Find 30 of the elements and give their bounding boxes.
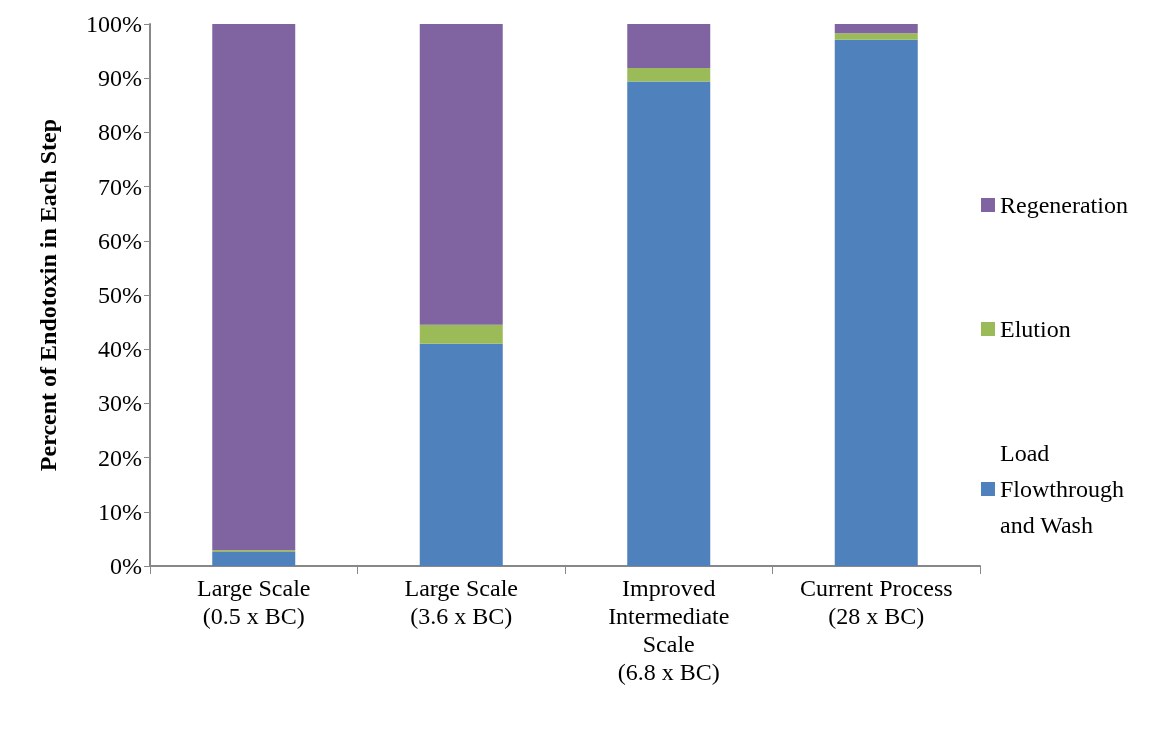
- bar: [212, 551, 296, 566]
- y-tick-label: 40%: [98, 336, 142, 363]
- bar: [627, 81, 711, 566]
- bar: [834, 24, 918, 34]
- legend-label: Regeneration: [1000, 192, 1128, 218]
- y-tick-label: 50%: [98, 282, 142, 308]
- y-tick-label: 10%: [98, 498, 142, 525]
- x-tick-label: Large Scale (0.5 x BC): [197, 575, 311, 629]
- legend-label: Elution: [1000, 316, 1071, 342]
- bar: [212, 24, 296, 551]
- y-axis-title: Percent of Endotoxin in Each Step: [35, 118, 61, 472]
- y-tick-label: 70%: [98, 173, 142, 200]
- x-tick-label: Large Scale (3.6 x BC): [404, 575, 518, 629]
- bar: [834, 39, 918, 566]
- y-tick-label: 60%: [98, 227, 142, 254]
- x-tick-label: Current Process (28 x BC): [799, 575, 953, 629]
- bar: [834, 33, 918, 40]
- y-tick-label: 20%: [98, 444, 142, 471]
- bar: [419, 324, 503, 344]
- y-tick-label: 100%: [86, 11, 142, 37]
- x-tick-label: Improved Intermediate Scale (6.8 x BC): [608, 575, 730, 685]
- bar: [419, 24, 503, 325]
- legend-label: Load Flowthrough and Wash: [1000, 440, 1131, 538]
- y-tick-label: 90%: [98, 65, 142, 92]
- y-tick-label: 0%: [110, 553, 142, 579]
- bar: [627, 24, 711, 68]
- y-tick-label: 30%: [98, 390, 142, 417]
- bar: [627, 67, 711, 82]
- y-tick-label: 80%: [98, 119, 142, 146]
- bar: [419, 343, 503, 566]
